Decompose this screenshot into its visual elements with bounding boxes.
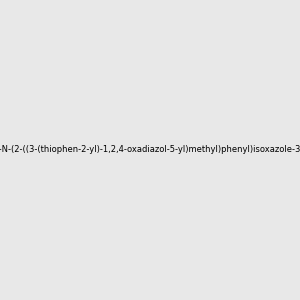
Text: 5-cyclopropyl-N-(2-((3-(thiophen-2-yl)-1,2,4-oxadiazol-5-yl)methyl)phenyl)isoxaz: 5-cyclopropyl-N-(2-((3-(thiophen-2-yl)-1…: [0, 146, 300, 154]
